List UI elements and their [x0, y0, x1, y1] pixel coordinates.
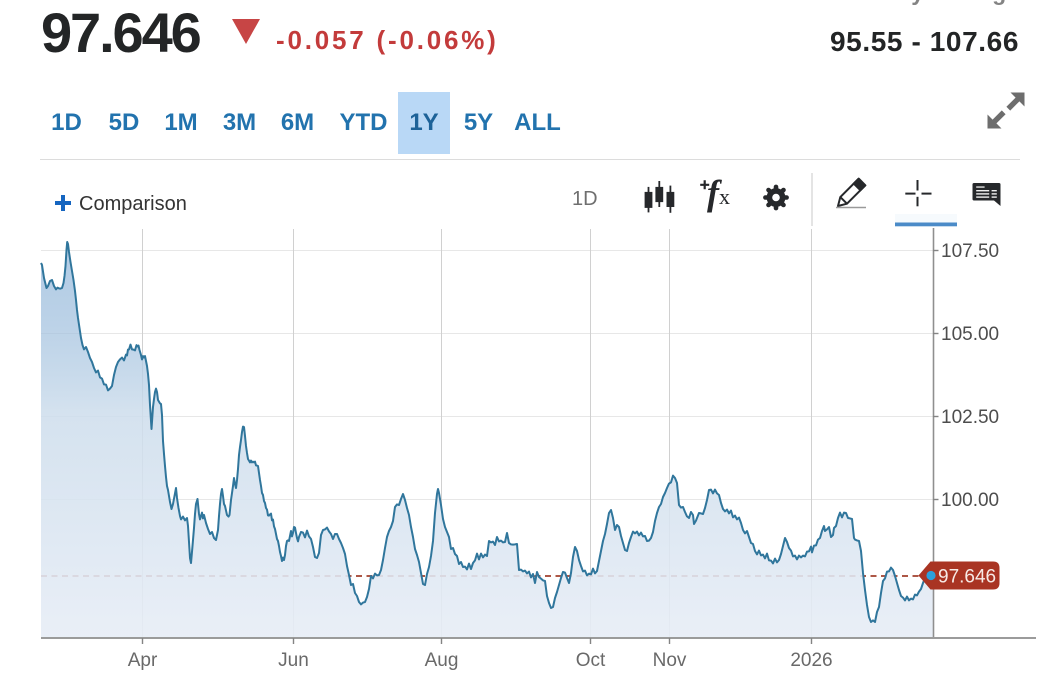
- svg-text:100.00: 100.00: [941, 490, 999, 511]
- svg-text:102.50: 102.50: [941, 407, 999, 428]
- svg-text:Oct: Oct: [576, 650, 606, 671]
- svg-text:107.50: 107.50: [941, 241, 999, 262]
- svg-text:Jun: Jun: [278, 650, 309, 671]
- svg-text:Apr: Apr: [128, 650, 158, 671]
- svg-text:f: f: [707, 173, 722, 213]
- svg-text:105.00: 105.00: [941, 324, 999, 345]
- svg-text:Nov: Nov: [653, 650, 687, 671]
- svg-text:2026: 2026: [790, 650, 832, 671]
- svg-text:Aug: Aug: [425, 650, 459, 671]
- svg-text:x: x: [719, 184, 730, 209]
- svg-text:97.646: 97.646: [938, 567, 996, 588]
